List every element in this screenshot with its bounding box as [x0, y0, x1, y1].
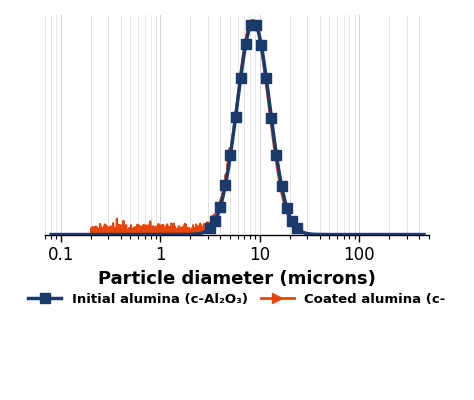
Legend: Initial alumina (c-Al₂O₃), Coated alumina (c-: Initial alumina (c-Al₂O₃), Coated alumin…	[23, 288, 451, 311]
X-axis label: Particle diameter (microns): Particle diameter (microns)	[98, 270, 376, 288]
